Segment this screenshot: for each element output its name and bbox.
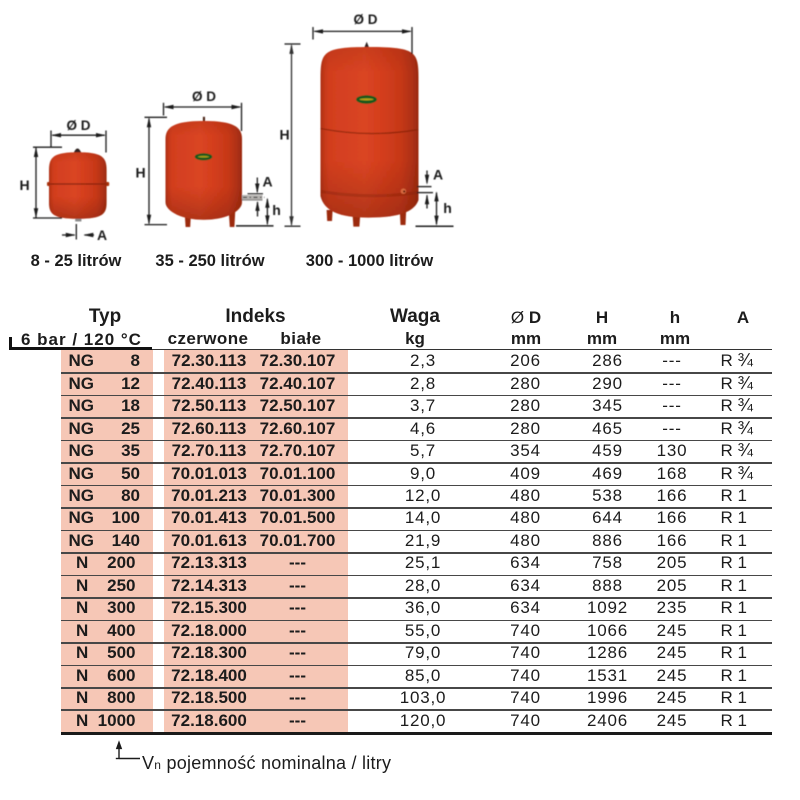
svg-text:h: h xyxy=(272,202,281,218)
svg-text:h: h xyxy=(443,200,452,216)
svg-text:H: H xyxy=(279,127,289,143)
svg-text:A: A xyxy=(97,227,107,243)
svg-text:H: H xyxy=(135,165,145,181)
svg-text:A: A xyxy=(262,174,272,190)
svg-text:Ø D: Ø D xyxy=(353,12,377,27)
svg-text:A: A xyxy=(433,167,443,183)
svg-text:H: H xyxy=(19,177,29,193)
svg-text:Ø D: Ø D xyxy=(192,89,216,104)
svg-text:Ø D: Ø D xyxy=(66,118,90,133)
